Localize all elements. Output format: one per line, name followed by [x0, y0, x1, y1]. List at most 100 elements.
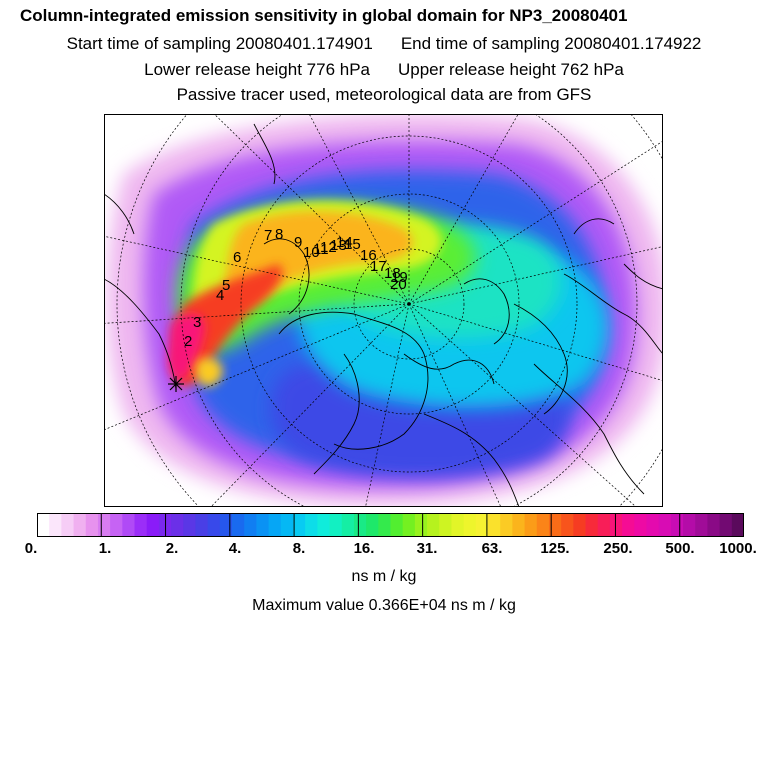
colorbar-tick: 2. [165, 540, 179, 557]
colorbar-swatch [622, 513, 635, 537]
upper-release-height: Upper release height 762 hPa [398, 60, 624, 79]
colorbar-swatch [646, 513, 660, 537]
colorbar-swatch [353, 513, 367, 537]
colorbar-swatch [61, 513, 74, 537]
colorbar-tick: 1. [98, 540, 112, 557]
trajectory-label: 13 [330, 237, 347, 254]
colorbar-swatch [73, 513, 87, 537]
colorbar-swatch [110, 513, 123, 537]
trajectory-label: 11 [313, 241, 329, 258]
colorbar-swatch [85, 513, 99, 537]
colorbar-swatch [244, 513, 257, 537]
lower-release-height: Lower release height 776 hPa [144, 60, 370, 79]
coastlines [104, 123, 663, 507]
trajectory-label: 2 [184, 333, 192, 350]
colorbar-tick: 63. [481, 540, 503, 557]
colorbar-swatch [524, 513, 538, 537]
trajectory-label: 5 [222, 277, 230, 294]
colorbar-tick: 500. [665, 540, 695, 557]
colorbar-tick: 250. [603, 540, 633, 557]
colorbar-swatch [37, 513, 50, 537]
colorbar-swatch [585, 513, 599, 537]
colorbar-tick: 8. [292, 540, 306, 557]
colorbar-tick: 0. [24, 540, 38, 557]
colorbar-tick: 16. [353, 540, 375, 557]
colorbar-swatch [256, 513, 269, 537]
plot-title: Column-integrated emission sensitivity i… [20, 6, 628, 25]
colorbar-swatch [707, 513, 721, 537]
maximum-value: Maximum value 0.366E+04 ns m / kg [252, 597, 516, 614]
colorbar-swatch [500, 513, 513, 537]
colorbar-swatch [658, 513, 672, 537]
colorbar-swatch [305, 513, 318, 537]
trajectory-label: 8 [275, 226, 283, 243]
emission-sensitivity-map: 2 3 4 5 6 7 8 9 10 11 12 13 14 15 16 17 … [104, 114, 663, 507]
trajectory-label: 4 [216, 287, 224, 304]
end-time: End time of sampling 20080401.174922 [400, 34, 702, 53]
trajectory-labels: 2 3 4 5 6 7 8 9 10 11 12 13 14 15 16 17 … [184, 226, 408, 350]
trajectory-label: 3 [193, 314, 201, 331]
tracer-note-text: Passive tracer used, meteorological data… [176, 85, 592, 104]
release-site-star-icon [168, 376, 184, 392]
trajectory-label: 18 [384, 265, 401, 282]
colorbar-swatch [573, 513, 586, 537]
colorbar-swatch [451, 513, 465, 537]
colorbar-swatch [341, 513, 355, 537]
colorbar-swatch [232, 513, 245, 537]
colorbar-swatch [134, 513, 148, 537]
colorbar-swatch [146, 513, 160, 537]
colorbar-swatch [219, 513, 233, 537]
colorbar-swatch [122, 513, 135, 537]
colorbar-swatch [414, 513, 428, 537]
colorbar-swatch [366, 513, 379, 537]
colorbar [37, 513, 744, 537]
trajectory-label: 7 [264, 227, 272, 244]
release-height-line: Lower release height 776 hPa Upper releas… [0, 60, 768, 80]
colorbar-swatch [561, 513, 574, 537]
trajectory-label: 10 [303, 244, 320, 261]
colorbar-swatch [463, 513, 477, 537]
trajectory-label: 6 [233, 249, 241, 266]
colorbar-swatch [378, 513, 391, 537]
colorbar-units: ns m / kg [351, 568, 417, 585]
colorbar-swatch [731, 513, 744, 537]
colorbar-swatch [317, 513, 330, 537]
colorbar-swatch [427, 513, 440, 537]
colorbar-swatch [329, 513, 343, 537]
colorbar-swatch [719, 513, 733, 537]
colorbar-swatch [183, 513, 196, 537]
colorbar-tick: 4. [228, 540, 242, 557]
colorbar-swatch [683, 513, 696, 537]
colorbar-swatch [195, 513, 209, 537]
colorbar-swatch [439, 513, 452, 537]
colorbar-swatch [280, 513, 294, 537]
colorbar-swatch [292, 513, 306, 537]
trajectory-label: 14 [336, 234, 353, 251]
colorbar-tick: 125. [540, 540, 570, 557]
colorbar-tick: 31. [416, 540, 438, 557]
colorbar-swatch [548, 513, 562, 537]
graticule [104, 114, 663, 507]
colorbar-tick: 1000. [719, 540, 757, 557]
trajectory-label: 15 [344, 236, 361, 253]
colorbar-swatch [536, 513, 550, 537]
sampling-time-line: Start time of sampling 20080401.174901 En… [0, 34, 768, 54]
colorbar-frame [37, 513, 744, 537]
map-frame [104, 114, 663, 507]
trajectory-label: 20 [390, 276, 407, 293]
colorbar-swatch [390, 513, 404, 537]
trajectory-label: 19 [391, 269, 408, 286]
trajectory-label: 17 [370, 258, 387, 275]
colorbar-swatch [512, 513, 525, 537]
colorbar-swatch [488, 513, 501, 537]
start-time: Start time of sampling 20080401.174901 [66, 34, 373, 53]
trajectory-label: 12 [320, 239, 337, 256]
colorbar-swatch [475, 513, 489, 537]
colorbar-swatch [634, 513, 647, 537]
colorbar-swatch [597, 513, 611, 537]
trajectory-label: 9 [294, 234, 302, 251]
colorbar-swatch [695, 513, 708, 537]
trajectory-label: 16 [360, 247, 377, 264]
tracer-note: Passive tracer used, meteorological data… [0, 85, 768, 105]
colorbar-swatch [268, 513, 282, 537]
